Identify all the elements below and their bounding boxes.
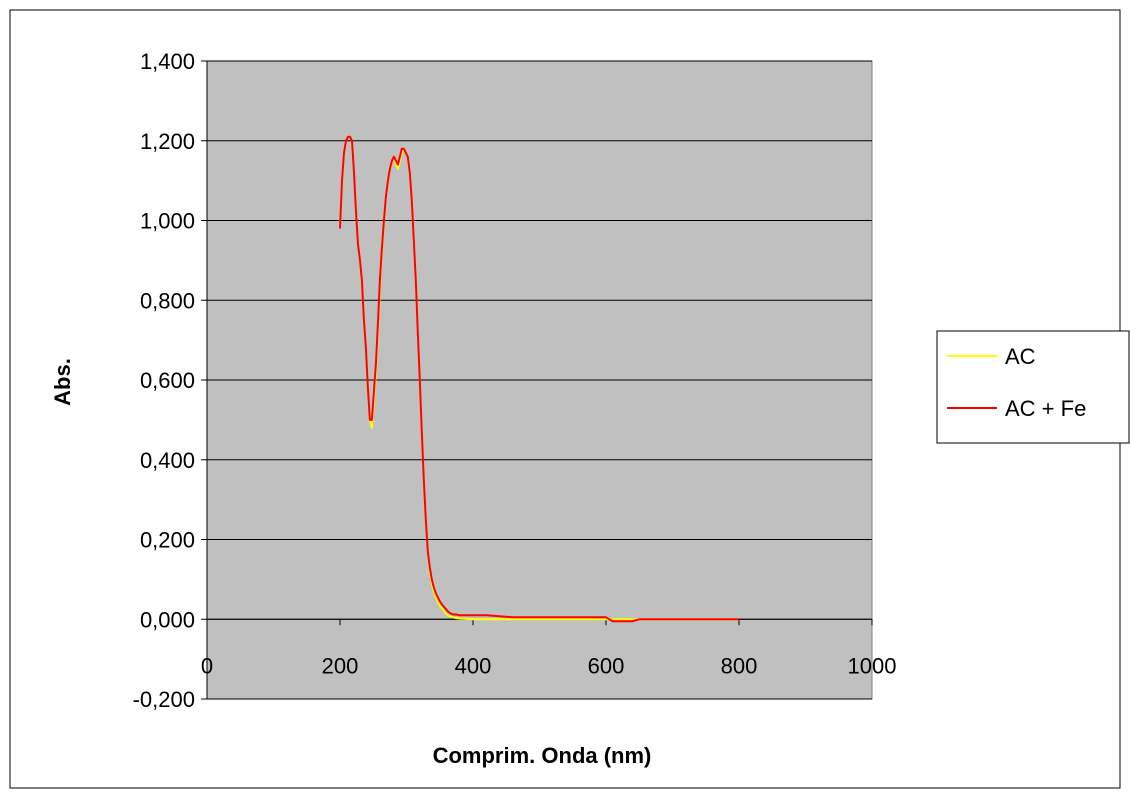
y-tick-label: 1,000: [140, 209, 195, 234]
series-group: [339, 135, 739, 623]
legend-box: [936, 330, 1130, 444]
x-tick-label: 600: [588, 653, 625, 678]
legend-label-ac: AC: [1005, 344, 1036, 369]
x-tick-label: 800: [721, 653, 758, 678]
y-axis-title: Abs.: [50, 358, 75, 406]
y-tick-label: 0,400: [140, 448, 195, 473]
x-tick-label: 1000: [848, 653, 897, 678]
x-tick-label: 200: [322, 653, 359, 678]
x-axis-title: Comprim. Onda (nm): [433, 743, 652, 768]
y-tick-label: 1,400: [140, 49, 195, 74]
y-axis: -0,200 0,000 0,200 0,400 0,600 0,800 1,000 1,20…: [133, 49, 208, 712]
y-tick-label: 0,000: [140, 607, 195, 632]
x-tick-label: 400: [455, 653, 492, 678]
legend: AC AC + Fe: [936, 330, 1130, 444]
y-tick-label: 0,200: [140, 528, 195, 553]
y-tick-label: 0,800: [140, 288, 195, 313]
y-tick-label: -0,200: [133, 687, 195, 712]
y-tick-label: 1,200: [140, 129, 195, 154]
y-tick-label: 0,600: [140, 368, 195, 393]
legend-label-ac-fe: AC + Fe: [1005, 396, 1086, 421]
series-line-ac-fe: [339, 135, 739, 623]
